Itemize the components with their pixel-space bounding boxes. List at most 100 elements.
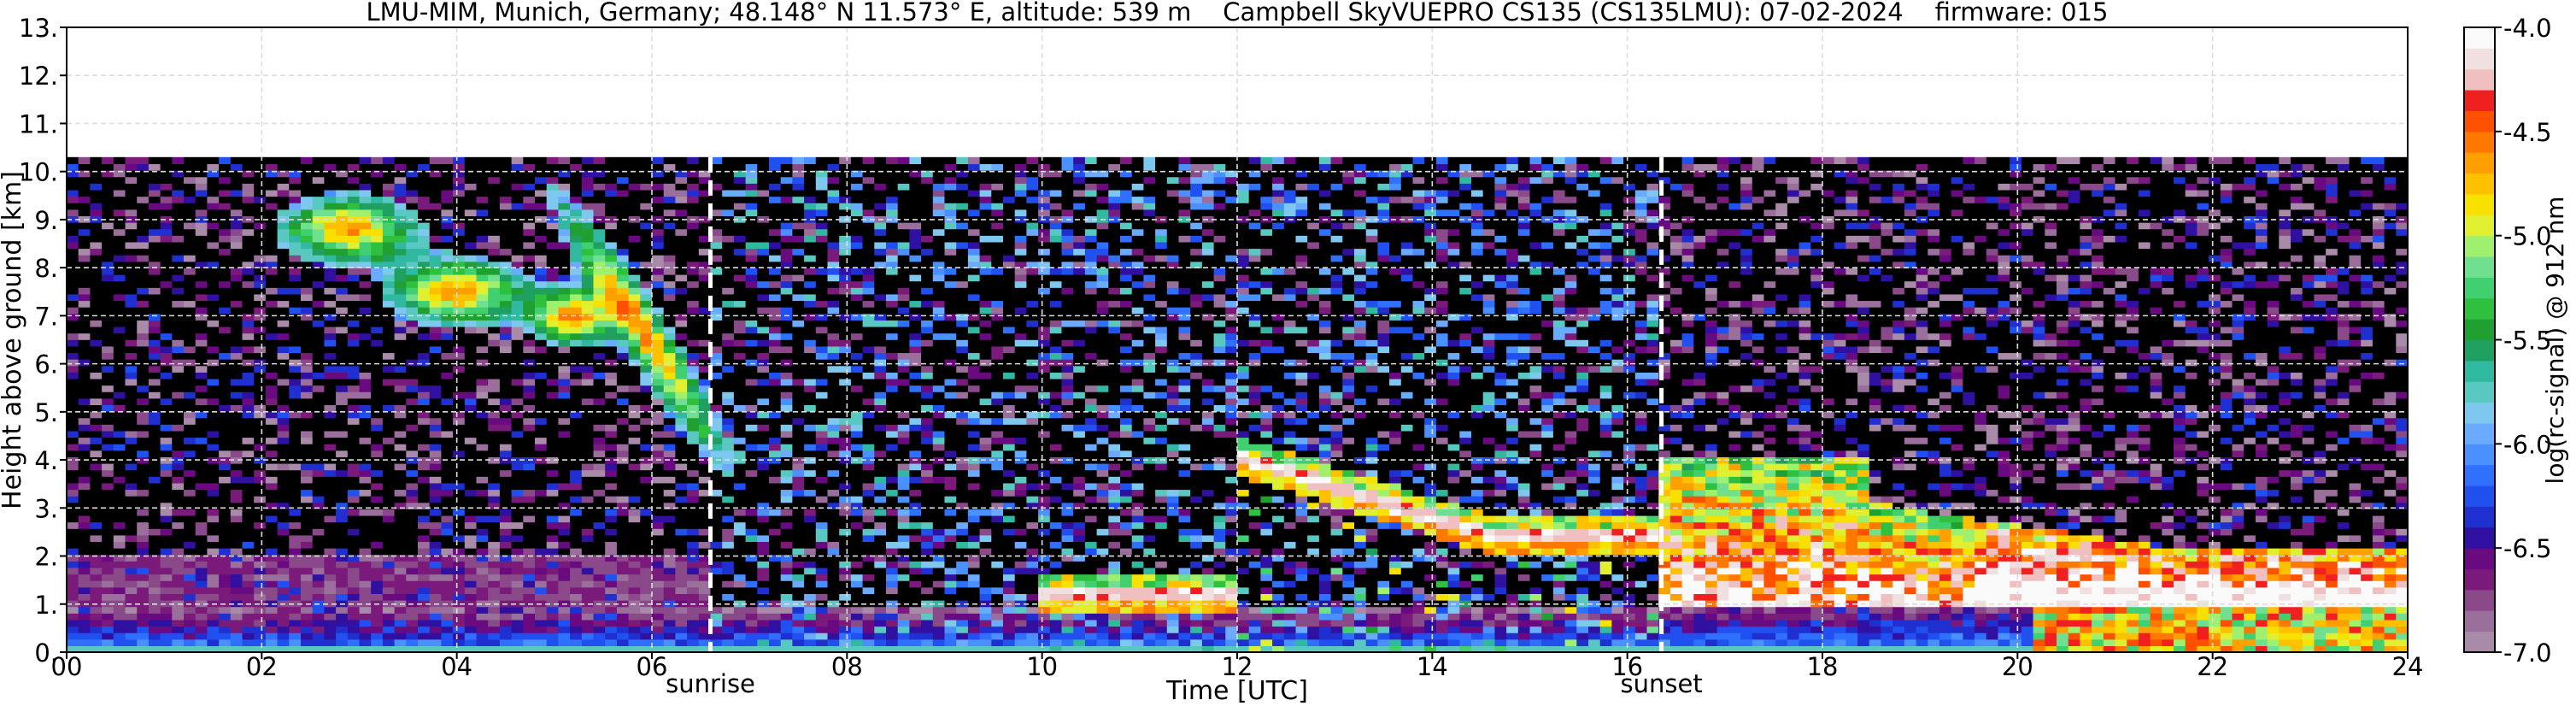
heatmap-cell [137, 261, 150, 268]
heatmap-cell [254, 156, 267, 165]
heatmap-cell [67, 489, 79, 497]
heatmap-cell [581, 268, 595, 275]
heatmap-cell [663, 293, 676, 302]
heatmap-cell [745, 222, 758, 230]
heatmap-cell [359, 300, 372, 308]
heatmap-cell [453, 638, 466, 646]
heatmap-cell [312, 170, 325, 178]
heatmap-cell [628, 378, 641, 386]
heatmap-cell [546, 548, 559, 556]
heatmap-cell [219, 268, 232, 275]
heatmap-cell [464, 170, 478, 178]
heatmap-cell [394, 554, 407, 562]
heatmap-cell [382, 326, 396, 334]
heatmap-cell [546, 580, 559, 588]
heatmap-cell [488, 411, 501, 419]
heatmap-cell [265, 196, 279, 203]
heatmap-cell [312, 489, 325, 497]
heatmap-cell [616, 521, 630, 529]
heatmap-cell [570, 170, 583, 178]
heatmap-cell [184, 359, 197, 367]
heatmap-cell [242, 645, 255, 652]
heatmap-cell [289, 404, 302, 412]
heatmap-cell [207, 606, 220, 614]
heatmap-cell [710, 509, 723, 516]
heatmap-cell [523, 417, 536, 425]
heatmap-cell [769, 183, 782, 191]
heatmap-cell [652, 203, 665, 210]
heatmap-cell [125, 593, 138, 601]
heatmap-cell [148, 489, 161, 497]
heatmap-cell [289, 274, 302, 282]
heatmap-cell [663, 502, 676, 509]
heatmap-cell [324, 528, 337, 536]
heatmap-cell [488, 391, 501, 399]
heatmap-cell [757, 339, 770, 347]
heatmap-cell [652, 163, 665, 171]
heatmap-cell [815, 561, 829, 568]
heatmap-cell [640, 274, 653, 282]
heatmap-cell [710, 463, 723, 471]
heatmap-cell [113, 163, 126, 171]
heatmap-cell [535, 593, 548, 601]
heatmap-cell [102, 476, 114, 484]
heatmap-cell [102, 638, 114, 646]
heatmap-cell [652, 489, 665, 497]
heatmap-cell [265, 638, 279, 646]
heatmap-cell [113, 444, 126, 451]
heatmap-cell [464, 307, 478, 315]
heatmap-cell [359, 645, 372, 652]
heatmap-cell [359, 638, 372, 646]
heatmap-cell [207, 189, 220, 197]
heatmap-cell [698, 320, 712, 327]
heatmap-cell [359, 437, 372, 444]
heatmap-cell [242, 320, 255, 327]
heatmap-cell [90, 345, 103, 354]
heatmap-cell [242, 293, 255, 302]
heatmap-cell [184, 613, 197, 621]
heatmap-cell [312, 469, 325, 477]
heatmap-cell [616, 222, 630, 230]
heatmap-cell [464, 437, 478, 444]
heatmap-cell [347, 313, 361, 321]
heatmap-cell [827, 561, 840, 568]
heatmap-cell [125, 365, 138, 373]
heatmap-cell [663, 521, 676, 529]
heatmap-cell [301, 574, 314, 581]
heatmap-cell [359, 450, 372, 457]
heatmap-cell [546, 293, 559, 302]
heatmap-cell [78, 326, 91, 334]
heatmap-cell [698, 638, 712, 646]
heatmap-cell [90, 482, 103, 491]
heatmap-cell [652, 437, 665, 444]
heatmap-cell [312, 548, 325, 556]
heatmap-cell [219, 280, 232, 288]
heatmap-cell [289, 638, 302, 646]
heatmap-cell [219, 437, 232, 444]
heatmap-cell [125, 280, 138, 288]
heatmap-cell [710, 606, 723, 614]
heatmap-cell [780, 365, 793, 373]
heatmap-cell [230, 293, 244, 302]
heatmap-cell [593, 248, 606, 256]
heatmap-cell [382, 606, 396, 614]
heatmap-cell [406, 189, 419, 197]
heatmap-cell [219, 411, 232, 419]
heatmap-cell [593, 411, 606, 419]
heatmap-cell [757, 521, 770, 529]
heatmap-cell [137, 417, 150, 425]
heatmap-cell [605, 261, 618, 268]
heatmap-cell [277, 156, 290, 165]
heatmap-cell [429, 528, 442, 536]
heatmap-cell [137, 248, 150, 256]
heatmap-cell [652, 574, 665, 581]
heatmap-cell [757, 293, 770, 302]
heatmap-cell [733, 502, 747, 509]
heatmap-cell [523, 163, 536, 171]
heatmap-cell [780, 300, 793, 308]
heatmap-cell [148, 235, 161, 243]
heatmap-cell [254, 378, 267, 386]
heatmap-cell [792, 574, 805, 581]
heatmap-cell [242, 280, 255, 288]
heatmap-cell [464, 183, 478, 191]
